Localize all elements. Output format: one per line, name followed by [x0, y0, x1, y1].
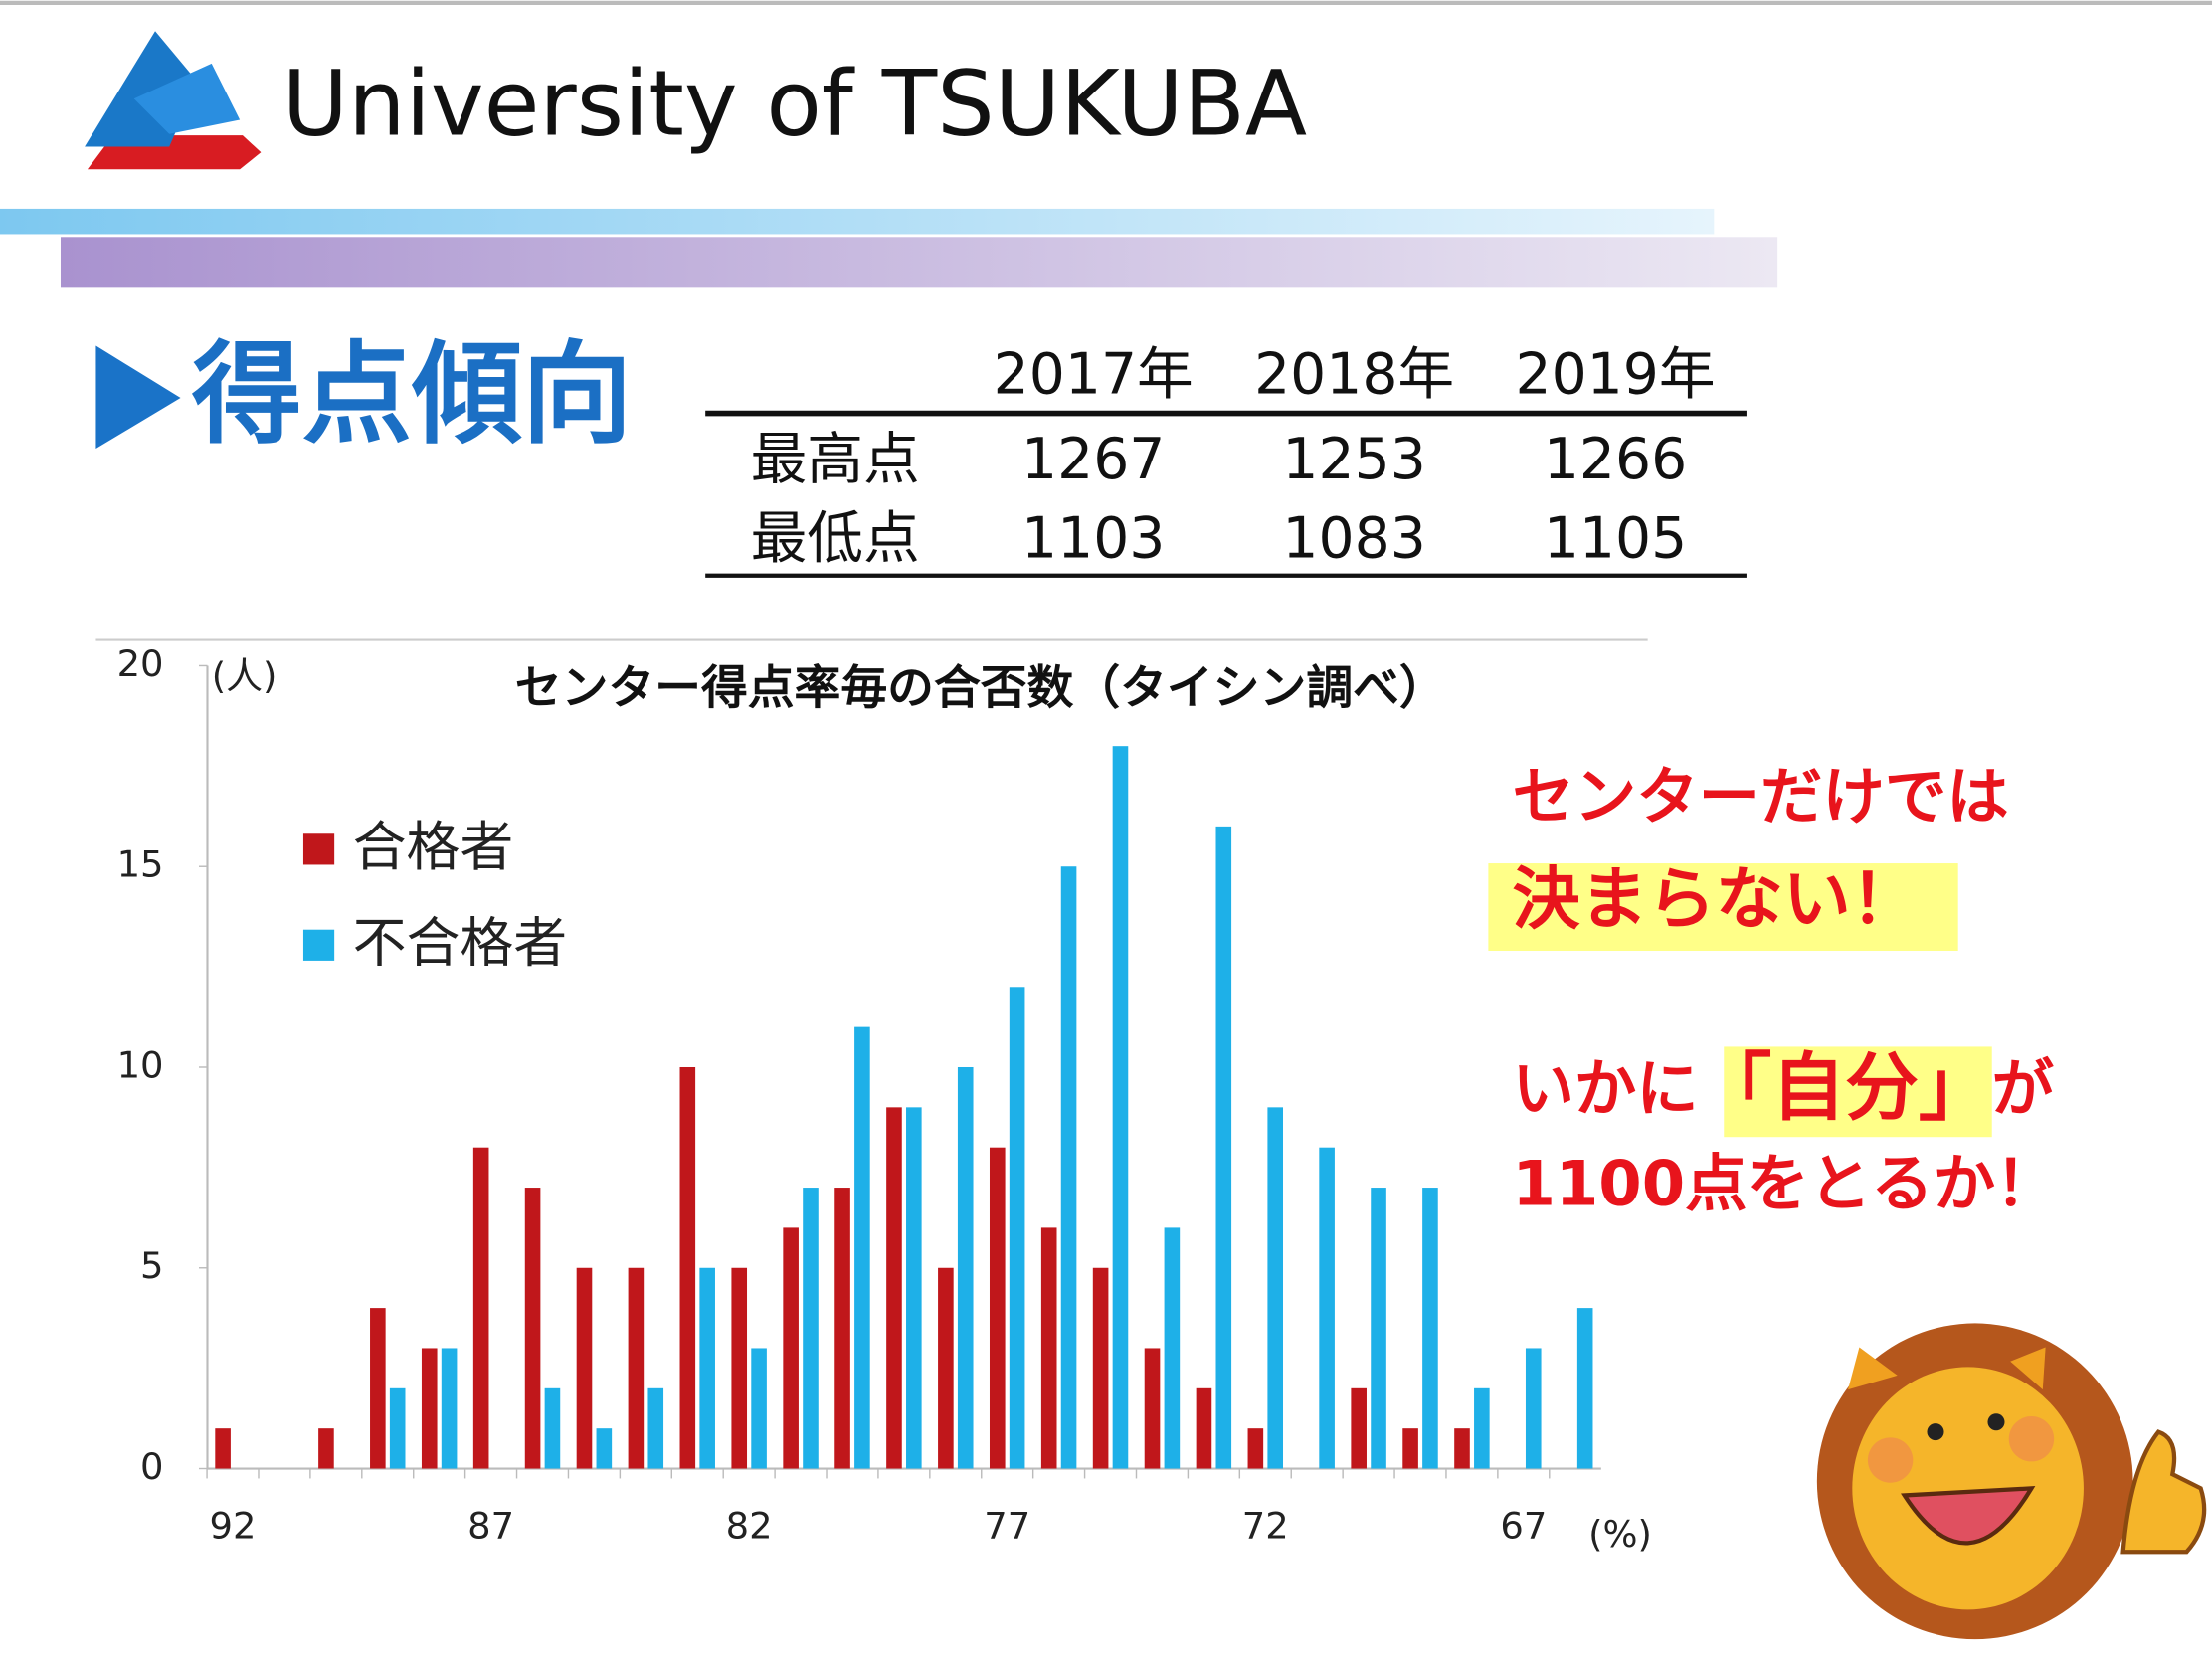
x-tick-label: 82: [726, 1505, 773, 1548]
bar: [1215, 826, 1232, 1469]
bar: [1319, 1147, 1335, 1469]
bar: [679, 1066, 696, 1469]
bar: [1576, 1308, 1593, 1469]
bar: [1247, 1428, 1264, 1469]
bar: [524, 1188, 541, 1469]
y-axis-label: (人): [212, 655, 277, 698]
bar: [647, 1387, 664, 1469]
bar: [215, 1428, 231, 1469]
x-axis-label: (%): [1588, 1513, 1652, 1556]
table-cell: 1105: [1544, 505, 1687, 571]
bar: [576, 1267, 593, 1469]
bar: [1267, 1107, 1284, 1469]
highlight: [1488, 863, 1958, 951]
bar: [989, 1147, 1006, 1469]
bar: [472, 1147, 489, 1469]
bar: [1371, 1188, 1386, 1469]
bar: [1351, 1387, 1367, 1469]
highlight: [1724, 1046, 1992, 1138]
bar: [628, 1267, 645, 1469]
callout-part: 「自分」: [1699, 1046, 1992, 1131]
bar: [596, 1428, 613, 1469]
bar: [886, 1107, 902, 1469]
section-marker: [95, 345, 181, 450]
lion-mascot: [1816, 1323, 2207, 1640]
column-header: 2019年: [1515, 342, 1715, 408]
bar: [834, 1188, 850, 1469]
callout-part: が: [1992, 1052, 2055, 1125]
bar: [1422, 1188, 1438, 1469]
x-tick-label: 72: [1242, 1505, 1289, 1548]
callout: センターだけでは 決まらない！ いかに「自分」が 1100点をとるか！: [1488, 761, 2057, 1219]
bar: [441, 1348, 458, 1469]
column-header: 2018年: [1254, 342, 1454, 408]
table-cell: 1253: [1282, 427, 1425, 492]
callout-part: いかに: [1512, 1052, 1698, 1125]
bar: [318, 1428, 334, 1469]
callout-text: 決まらない！: [1512, 861, 1918, 940]
section-title: 得点傾向: [192, 331, 633, 460]
bar: [783, 1227, 799, 1469]
blue-band: [0, 208, 1715, 235]
legend-label: 不合格者: [353, 911, 567, 974]
table-cell: 1103: [1021, 505, 1165, 571]
x-tick-label: 67: [1500, 1505, 1547, 1548]
bar: [803, 1188, 819, 1469]
bar: [1164, 1227, 1181, 1469]
callout-text: センターだけでは: [1512, 761, 2008, 833]
bar: [699, 1267, 715, 1469]
bar: [1196, 1387, 1212, 1469]
legend-swatch: [302, 833, 335, 865]
bar: [957, 1066, 974, 1469]
row-header: 最高点: [751, 427, 920, 492]
bar: [421, 1348, 438, 1469]
bar: [751, 1348, 767, 1469]
logo: [85, 31, 262, 170]
callout-text: いかに「自分」が: [1512, 1046, 2054, 1131]
bar: [389, 1387, 406, 1469]
x-tick-label: 87: [467, 1505, 514, 1548]
bar: [544, 1387, 561, 1469]
y-tick-label: 10: [117, 1043, 164, 1086]
bar: [1060, 866, 1077, 1469]
bar: [1009, 987, 1025, 1469]
bar: [1525, 1348, 1542, 1469]
y-tick-label: 15: [117, 843, 164, 886]
row-header: 最低点: [751, 505, 920, 571]
bar: [1112, 746, 1129, 1469]
bar: [1092, 1267, 1109, 1469]
header-title: University of TSUKUBA: [282, 53, 1307, 157]
callout-text: 1100点をとるか！: [1512, 1147, 2057, 1219]
chart-title: センター得点率毎の合否数（タイシン調べ）: [515, 661, 1446, 715]
bar: [1402, 1428, 1418, 1469]
y-tick-label: 5: [140, 1244, 163, 1287]
x-tick-label: 92: [210, 1505, 257, 1548]
x-tick-label: 77: [984, 1505, 1030, 1548]
y-tick-label: 20: [117, 643, 164, 685]
legend-swatch: [302, 929, 335, 961]
y-tick-label: 0: [140, 1445, 163, 1488]
bar: [1474, 1387, 1490, 1469]
bar: [731, 1267, 748, 1469]
legend-label: 合格者: [353, 816, 514, 878]
bar: [1454, 1428, 1470, 1469]
bar: [1144, 1348, 1161, 1469]
bar: [854, 1026, 870, 1469]
table-cell: 1267: [1021, 427, 1165, 492]
bar: [938, 1267, 954, 1469]
bar: [1040, 1227, 1057, 1469]
column-header: 2017年: [994, 342, 1194, 408]
bar: [370, 1308, 386, 1469]
bar: [906, 1107, 922, 1469]
purple-band: [60, 237, 1778, 288]
table-cell: 1083: [1282, 505, 1425, 571]
table-cell: 1266: [1544, 427, 1687, 492]
